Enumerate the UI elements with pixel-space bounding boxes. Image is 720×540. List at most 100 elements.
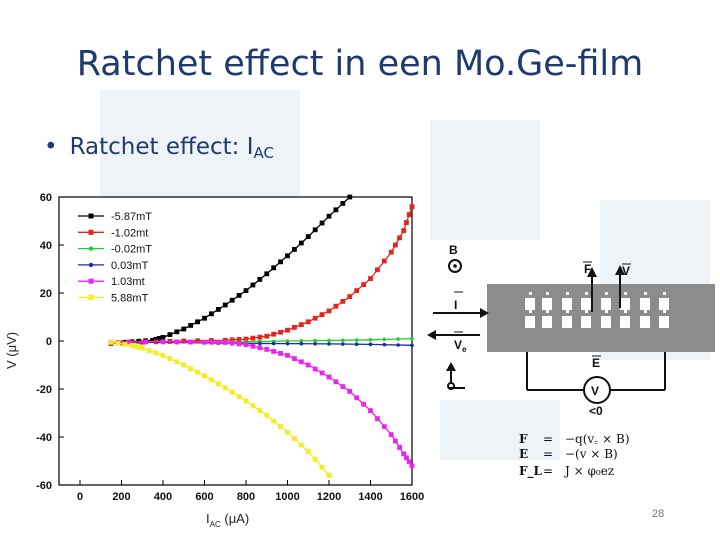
pin-hole [620, 316, 630, 328]
data-point [143, 339, 149, 345]
data-point [209, 311, 214, 317]
data-point [258, 341, 262, 346]
legend-marker [88, 229, 94, 235]
equation-rhs: −q(v꜀ × B) [565, 432, 630, 446]
y-tick-label: 60 [40, 192, 52, 204]
b-field-dot [453, 264, 457, 268]
data-point [396, 343, 400, 347]
data-point [188, 366, 194, 371]
data-point [188, 323, 194, 328]
data-point [150, 337, 156, 343]
pin-hole [562, 298, 572, 310]
data-point [361, 282, 366, 287]
x-tick-label: 1400 [358, 491, 382, 503]
axis-origin-icon [447, 382, 455, 390]
data-point [333, 379, 339, 385]
data-point [181, 362, 187, 368]
data-point [298, 359, 304, 365]
data-point [326, 213, 332, 219]
data-point [312, 366, 318, 372]
legend-label: -1.02mt [111, 227, 148, 239]
data-point [215, 339, 221, 345]
data-point [409, 463, 415, 469]
data-point [215, 307, 221, 312]
vortex-dot [663, 310, 666, 313]
vortex-dot [546, 292, 549, 295]
equation-lhs: F [519, 432, 528, 446]
data-point [381, 424, 387, 429]
pin-hole [525, 298, 535, 310]
data-point [271, 418, 277, 424]
data-point [136, 344, 142, 350]
pin-hole [581, 316, 591, 328]
data-point [195, 338, 200, 344]
data-point [257, 408, 263, 413]
equation-op: = [543, 447, 554, 461]
data-point [410, 336, 414, 341]
data-point [257, 334, 263, 340]
data-point [202, 339, 207, 345]
data-point [327, 342, 331, 346]
data-point [333, 303, 339, 309]
y-tick-label: 0 [46, 336, 52, 348]
data-point [278, 329, 283, 335]
x-tick-label: 400 [154, 491, 172, 503]
vortex-dot [546, 310, 549, 313]
data-point [313, 338, 317, 343]
data-point [174, 329, 180, 335]
data-point [285, 327, 290, 333]
vortex-dot [566, 310, 569, 313]
page-number: 28 [652, 508, 665, 520]
equation-lhs: E [519, 447, 529, 461]
data-point [305, 234, 311, 239]
vortex-dot [644, 292, 647, 295]
legend-label: -0.02mT [111, 244, 152, 256]
pin-hole [542, 316, 552, 328]
x-tick-label: 1200 [317, 491, 341, 503]
data-point [264, 347, 270, 352]
label-v-e: Ve [454, 338, 467, 354]
data-point [229, 389, 235, 395]
data-point [312, 227, 318, 233]
data-point [250, 282, 256, 288]
data-point [278, 351, 283, 356]
data-point [195, 319, 200, 325]
velocity-arrow-head [427, 330, 436, 340]
pin-hole [581, 298, 591, 310]
data-point [132, 343, 138, 349]
data-point [195, 369, 200, 375]
data-point [409, 204, 415, 209]
data-point [292, 325, 297, 330]
bullet-marker: • [44, 134, 58, 160]
data-point [174, 359, 180, 365]
label-I: I [454, 298, 457, 312]
pin-hole [525, 316, 535, 328]
data-point [406, 459, 412, 465]
series-1.03mt [108, 339, 415, 469]
x-tick-label: 800 [237, 491, 255, 503]
data-point [354, 338, 359, 342]
pin-hole [659, 298, 669, 310]
data-point [326, 374, 332, 380]
data-point [410, 343, 414, 348]
data-point [381, 258, 387, 264]
data-point [209, 377, 214, 383]
x-tick-label: 200 [112, 491, 130, 503]
data-point [285, 253, 290, 259]
label-E: E [592, 356, 600, 370]
data-point [368, 338, 373, 342]
bullet-text: Ratchet effect: I [69, 134, 254, 160]
data-point [404, 220, 409, 225]
pin-hole [542, 298, 552, 310]
data-point [136, 338, 142, 344]
data-point [292, 247, 297, 252]
data-point [327, 338, 331, 343]
series-line [111, 341, 413, 346]
data-point [222, 385, 228, 391]
data-point [285, 339, 290, 343]
data-point [305, 362, 311, 368]
data-point [382, 337, 387, 342]
axis-up-head [446, 362, 456, 371]
data-point [298, 240, 304, 246]
voltmeter-label: V [591, 384, 599, 398]
